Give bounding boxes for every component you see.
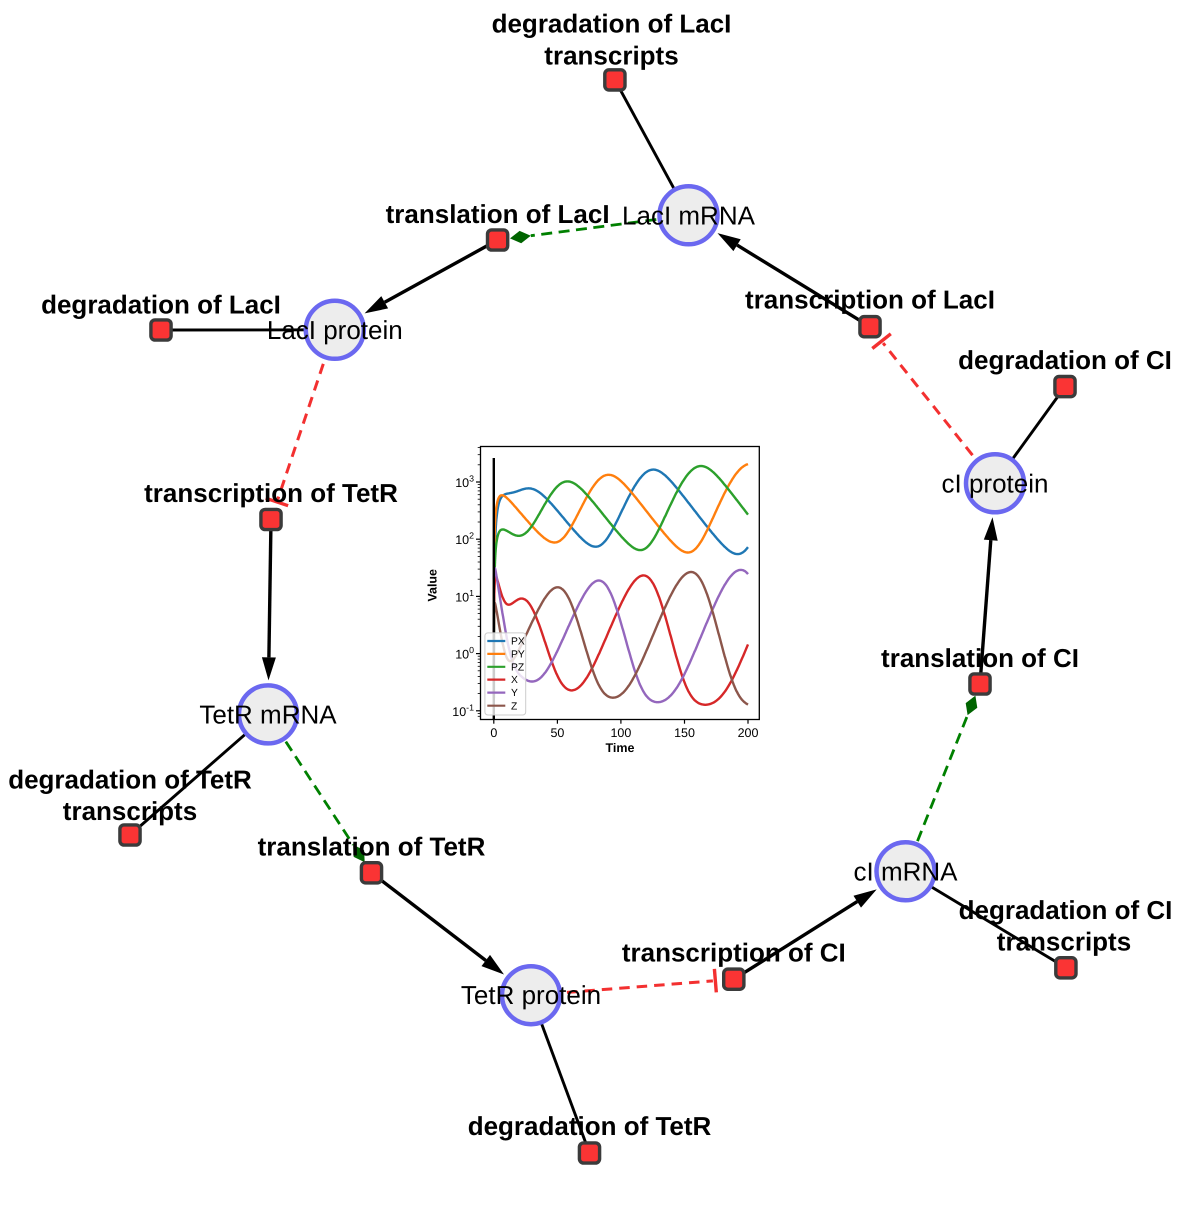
svg-text:degradation of LacI: degradation of LacI [492, 9, 732, 39]
svg-text:transcription of TetR: transcription of TetR [144, 478, 398, 508]
svg-text:translation of LacI: translation of LacI [386, 199, 610, 229]
svg-text:50: 50 [550, 726, 564, 740]
svg-text:TetR protein: TetR protein [461, 980, 601, 1010]
svg-text:transcription of LacI: transcription of LacI [745, 285, 995, 315]
svg-text:X: X [511, 675, 518, 686]
svg-text:degradation of CI: degradation of CI [959, 895, 1173, 925]
svg-text:Time: Time [606, 741, 635, 755]
svg-text:LacI protein: LacI protein [267, 315, 403, 345]
svg-text:degradation of TetR: degradation of TetR [468, 1111, 712, 1141]
svg-text:cI mRNA: cI mRNA [854, 856, 959, 886]
svg-text:Value: Value [425, 569, 439, 602]
svg-text:degradation of LacI: degradation of LacI [41, 290, 281, 320]
svg-text:translation of CI: translation of CI [881, 643, 1079, 673]
svg-text:LacI mRNA: LacI mRNA [622, 200, 756, 230]
svg-text:PZ: PZ [511, 662, 524, 673]
svg-text:translation of TetR: translation of TetR [258, 832, 486, 862]
svg-text:transcription of CI: transcription of CI [622, 938, 846, 968]
svg-text:transcripts: transcripts [997, 927, 1131, 957]
svg-text:Z: Z [511, 701, 517, 712]
svg-text:Y: Y [511, 688, 518, 699]
svg-text:degradation of TetR: degradation of TetR [8, 764, 252, 794]
svg-text:degradation of CI: degradation of CI [958, 345, 1172, 375]
svg-text:0: 0 [490, 726, 497, 740]
svg-text:cI protein: cI protein [942, 468, 1049, 498]
svg-text:PY: PY [511, 650, 525, 661]
svg-text:200: 200 [738, 726, 759, 740]
svg-text:100: 100 [610, 726, 631, 740]
svg-text:transcripts: transcripts [63, 796, 197, 826]
svg-text:PX: PX [511, 637, 525, 648]
svg-text:transcripts: transcripts [544, 40, 678, 70]
svg-text:150: 150 [674, 726, 695, 740]
svg-text:TetR mRNA: TetR mRNA [199, 699, 337, 729]
